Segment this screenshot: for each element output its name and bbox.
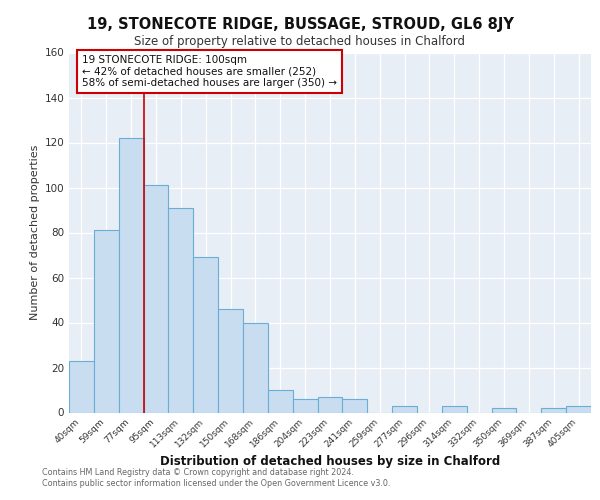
Bar	[566, 406, 591, 412]
Bar	[143, 185, 169, 412]
Bar	[69, 361, 94, 412]
Text: 19 STONECOTE RIDGE: 100sqm
← 42% of detached houses are smaller (252)
58% of sem: 19 STONECOTE RIDGE: 100sqm ← 42% of deta…	[82, 54, 337, 88]
Text: Contains HM Land Registry data © Crown copyright and database right 2024.
Contai: Contains HM Land Registry data © Crown c…	[42, 468, 391, 487]
Bar	[392, 406, 417, 412]
Bar	[169, 208, 193, 412]
Bar	[317, 397, 343, 412]
Text: Size of property relative to detached houses in Chalford: Size of property relative to detached ho…	[134, 35, 466, 48]
X-axis label: Distribution of detached houses by size in Chalford: Distribution of detached houses by size …	[160, 455, 500, 468]
Bar	[442, 406, 467, 412]
Bar	[491, 408, 517, 412]
Bar	[243, 322, 268, 412]
Text: 19, STONECOTE RIDGE, BUSSAGE, STROUD, GL6 8JY: 19, STONECOTE RIDGE, BUSSAGE, STROUD, GL…	[86, 18, 514, 32]
Y-axis label: Number of detached properties: Number of detached properties	[30, 145, 40, 320]
Bar	[293, 399, 317, 412]
Bar	[119, 138, 143, 412]
Bar	[541, 408, 566, 412]
Bar	[94, 230, 119, 412]
Bar	[193, 257, 218, 412]
Bar	[343, 399, 367, 412]
Bar	[268, 390, 293, 412]
Bar	[218, 309, 243, 412]
